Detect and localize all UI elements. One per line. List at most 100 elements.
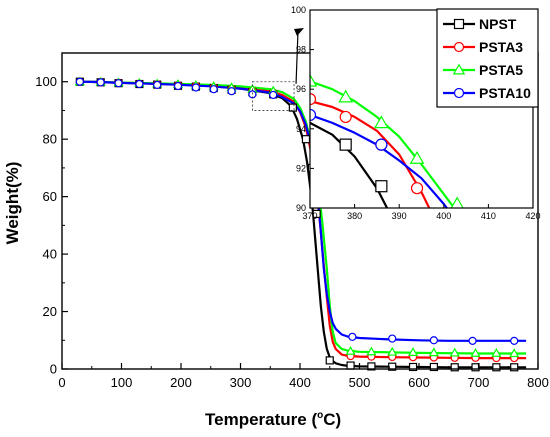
zoom-arrow-line (295, 30, 299, 84)
legend-marker-psta5 (452, 63, 466, 75)
x-tick-label: 0 (58, 375, 65, 390)
data-point-npst (429, 362, 438, 372)
x-tick-label: 200 (170, 375, 192, 390)
x-tick-label: 400 (289, 375, 311, 390)
inset-y-tick-label: 96 (296, 84, 306, 94)
inset-point-psta5 (338, 89, 354, 103)
y-tick-label: 100 (35, 74, 57, 89)
inset-point-psta5 (310, 73, 318, 87)
data-point-psta5 (470, 347, 481, 357)
data-point-npst (288, 103, 297, 112)
data-point-npst (301, 135, 311, 144)
inset-x-tick-label: 370 (302, 211, 317, 221)
data-point-psta10 (388, 334, 397, 343)
legend-label-psta5: PSTA5 (479, 62, 523, 78)
legend: NPST PSTA3 PSTA5 PSTA10 (436, 8, 539, 108)
inset-point-npst (375, 180, 388, 193)
data-point-psta5 (509, 348, 520, 358)
zoom-box (251, 81, 295, 111)
data-point-psta5 (449, 347, 460, 357)
inset-x-tick-label: 390 (392, 211, 407, 221)
inset-x-tick-label: 400 (436, 211, 451, 221)
y-tick-label: 20 (43, 304, 57, 319)
inset-y-tick-label: 94 (296, 124, 306, 134)
data-point-npst (367, 362, 376, 371)
legend-box (436, 8, 539, 108)
x-tick-label: 800 (527, 375, 549, 390)
legend-label-psta10: PSTA10 (479, 85, 531, 101)
data-point-psta10 (75, 77, 84, 86)
inset-x-tick-label: 380 (347, 211, 362, 221)
inset-point-psta3 (310, 93, 317, 106)
y-tick-label: 60 (43, 189, 57, 204)
inset-point-psta5 (374, 115, 389, 129)
y-tick-label: 0 (50, 362, 57, 377)
data-point-npst (408, 362, 418, 372)
x-axis-title-degree: o (317, 410, 323, 421)
x-axis-title-main: Temperature ( (205, 410, 317, 429)
data-point-psta10 (135, 79, 144, 89)
data-point-psta5 (428, 347, 439, 357)
legend-marker-psta10 (453, 87, 465, 99)
data-point-psta10 (269, 90, 278, 100)
inset-line-npst (310, 121, 389, 208)
data-point-psta10 (114, 79, 123, 88)
legend-label-psta3: PSTA3 (479, 39, 523, 55)
data-point-psta10 (96, 78, 105, 87)
inset-x-tick-label: 410 (481, 211, 496, 221)
legend-marker-npst (453, 18, 465, 30)
y-axis-title: Weight(%) (3, 162, 22, 245)
data-point-psta10 (173, 81, 183, 91)
data-point-psta5 (366, 346, 377, 356)
inset-y-tick-label: 100 (291, 5, 306, 15)
data-point-psta10 (510, 336, 519, 345)
data-point-npst (450, 363, 459, 372)
inset-y-tick-label: 98 (296, 45, 306, 55)
inset-point-psta10 (375, 138, 388, 151)
data-point-psta5 (345, 345, 356, 355)
inset-point-psta5 (409, 150, 425, 164)
inset-point-psta3 (339, 110, 352, 124)
inset-line-psta10 (310, 113, 449, 208)
data-point-npst (510, 363, 519, 372)
data-point-npst (492, 363, 501, 372)
x-tick-label: 100 (111, 375, 133, 390)
inset-x-tick-label: 420 (525, 211, 540, 221)
data-point-psta10 (153, 80, 162, 89)
inset-point-psta3 (410, 182, 424, 195)
x-tick-label: 300 (230, 375, 252, 390)
data-point-npst (346, 361, 355, 370)
inset-series (310, 73, 464, 208)
x-axis-title-unit: C) (323, 410, 341, 429)
zoom-arrow-head (294, 28, 304, 36)
data-point-psta10 (468, 336, 477, 345)
inset-line-psta5 (310, 80, 456, 208)
data-point-psta10 (429, 336, 438, 345)
x-tick-label: 500 (349, 375, 371, 390)
y-tick-label: 40 (43, 247, 57, 262)
y-tick-label: 80 (43, 132, 57, 147)
inset-frame (309, 9, 534, 209)
data-point-psta10 (227, 87, 236, 96)
inset-point-npst (339, 138, 352, 151)
inset-point-psta5 (450, 196, 464, 208)
data-point-psta10 (191, 83, 200, 92)
x-axis-title: Temperature (oC) (205, 410, 341, 429)
data-point-npst (388, 362, 397, 371)
inset-y-tick-label: 92 (296, 163, 306, 173)
data-point-psta5 (407, 347, 419, 356)
inset-y-tick-label: 90 (296, 203, 306, 213)
data-point-npst (312, 209, 321, 218)
data-point-psta10 (209, 85, 218, 94)
data-point-psta10 (348, 332, 357, 341)
data-point-npst (325, 356, 334, 365)
x-tick-label: 600 (408, 375, 430, 390)
legend-label-npst: NPST (479, 16, 517, 32)
data-point-psta5 (491, 347, 502, 357)
legend-marker-psta3 (453, 41, 465, 53)
data-point-psta5 (387, 346, 398, 356)
inset-point-psta10 (310, 108, 317, 122)
zoom-indicator (251, 28, 304, 111)
x-tick-label: 700 (468, 375, 490, 390)
